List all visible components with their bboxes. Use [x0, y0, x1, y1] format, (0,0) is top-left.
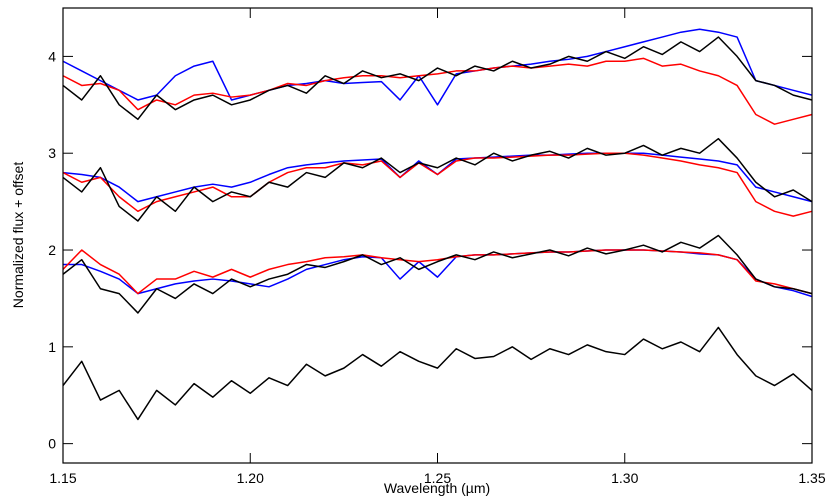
x-tick-label: 1.15 — [49, 470, 76, 486]
y-axis-label: Normalized flux + offset — [10, 162, 26, 309]
x-tick-label: 1.20 — [237, 470, 264, 486]
x-tick-label: 1.30 — [611, 470, 638, 486]
y-tick-label: 4 — [48, 48, 56, 64]
spectrum-line — [62, 28, 813, 106]
spectrum-line — [62, 326, 813, 421]
spectrum-line — [62, 234, 813, 314]
x-tick-label: 1.35 — [798, 470, 825, 486]
spectrum-line — [62, 36, 813, 121]
y-tick-label: 2 — [48, 242, 56, 258]
spectrum-line — [62, 249, 813, 295]
y-tick-label: 1 — [48, 339, 56, 355]
spectrum-line — [62, 57, 813, 125]
x-axis-label: Wavelength (µm) — [384, 480, 490, 496]
x-tick-label: 1.25 — [424, 470, 451, 486]
y-tick-label: 0 — [48, 436, 56, 452]
spectrum-line — [62, 137, 813, 222]
y-tick-label: 3 — [48, 145, 56, 161]
spectrum-line — [62, 152, 813, 217]
spectrum-line — [62, 152, 813, 203]
spectrum-line — [63, 249, 813, 298]
